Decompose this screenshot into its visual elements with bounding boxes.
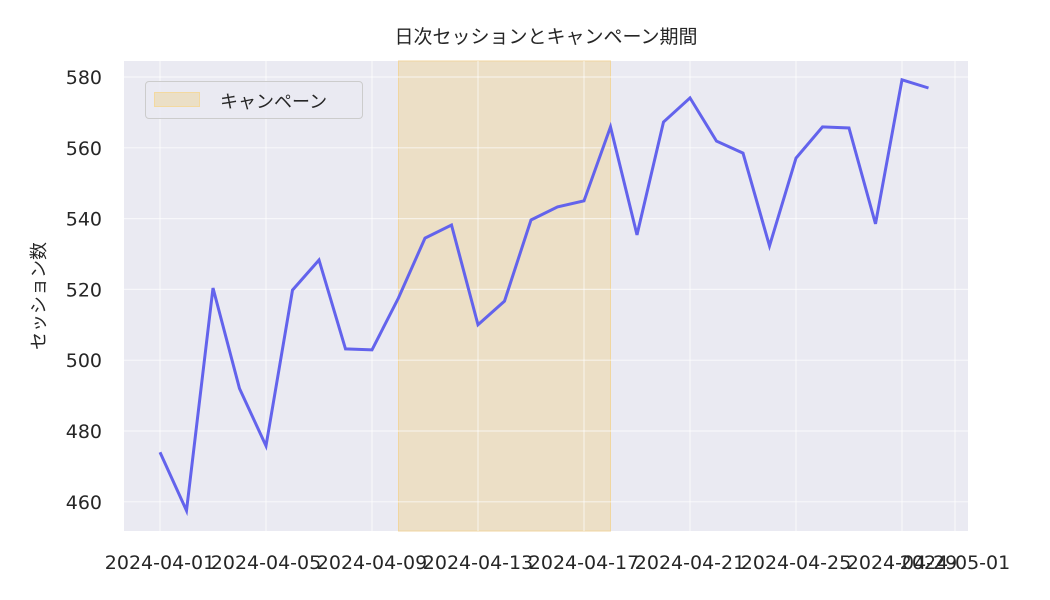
- sessions-line: [158, 77, 929, 517]
- y-tick-label: 460: [66, 492, 102, 514]
- y-tick-label: 580: [66, 67, 102, 89]
- x-tick-label: 2024-04-05: [211, 552, 321, 574]
- x-tick-label: 2024-04-17: [529, 552, 639, 574]
- x-tick-label: 2024-04-25: [741, 552, 851, 574]
- x-tick-label: 2024-04-21: [635, 552, 745, 574]
- y-tick-label: 520: [66, 279, 102, 301]
- y-tick-label: 500: [66, 350, 102, 372]
- x-tick-label: 2024-04-09: [317, 552, 427, 574]
- x-axis-ticks: 2024-04-012024-04-052024-04-092024-04-13…: [105, 552, 1010, 574]
- campaign-span: [398, 60, 611, 532]
- campaign-span-rect: [398, 60, 611, 532]
- x-tick-label: 2024-05-01: [900, 552, 1010, 574]
- series-line: [158, 77, 929, 517]
- y-tick-label: 480: [66, 421, 102, 443]
- y-tick-label: 540: [66, 209, 102, 231]
- grid-lines: [124, 61, 968, 531]
- legend: キャンペーン: [145, 81, 363, 119]
- legend-swatch-campaign: [154, 92, 200, 107]
- x-tick-label: 2024-04-01: [105, 552, 215, 574]
- x-tick-label: 2024-04-29: [847, 552, 957, 574]
- legend-label-campaign: キャンペーン: [220, 92, 328, 113]
- y-axis-ticks: 460 480 500 520 540 560 580: [66, 67, 102, 514]
- chart-title: 日次セッションとキャンペーン期間: [394, 26, 698, 48]
- x-tick-label: 2024-04-13: [423, 552, 533, 574]
- y-tick-label: 560: [66, 138, 102, 160]
